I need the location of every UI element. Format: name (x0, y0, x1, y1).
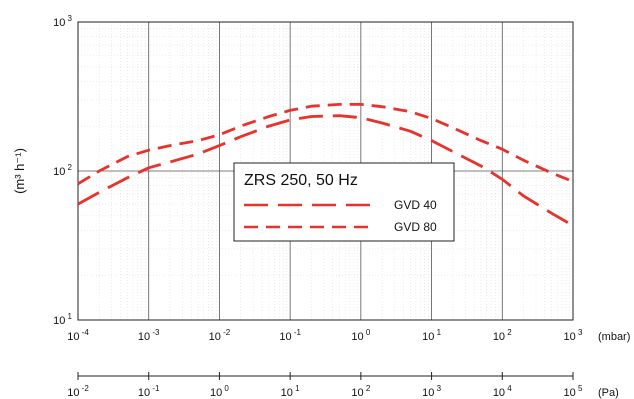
series-line-gvd-40 (77, 114, 574, 227)
secondary-x-tick-label: 10 0 (210, 384, 229, 399)
legend-label: GVD 80 (394, 220, 437, 234)
chart-title: ZRS 250, 50 Hz (244, 172, 358, 189)
secondary-x-tick-label: 10 5 (564, 384, 583, 399)
y-tick-label: 10 3 (53, 14, 72, 29)
x-tick-label: 10 2 (493, 328, 512, 343)
x-tick-label: 10 3 (564, 328, 583, 343)
secondary-x-tick-label: 10 3 (422, 384, 441, 399)
y-axis-label: (m³ h⁻¹) (12, 148, 27, 194)
secondary-x-tick-label: 10 -2 (67, 384, 89, 399)
series-line-gvd-80 (77, 103, 574, 185)
y-tick-label: 10 1 (53, 312, 72, 327)
y-tick-label: 10 2 (53, 163, 72, 178)
axes: 10 310 210 110 -4 10 -3 10 -2 10 -1 10 0 10 1… (12, 14, 630, 399)
x-tick-label: 10 -4 (67, 328, 89, 343)
x-axis-unit: (mbar) (598, 331, 630, 343)
secondary-x-tick-label: 10 4 (493, 384, 512, 399)
legend-label: GVD 40 (394, 198, 437, 212)
secondary-x-tick-label: 10 1 (281, 384, 300, 399)
legend: ZRS 250, 50 Hz GVD 40 GVD 80 (233, 162, 455, 242)
secondary-x-tick-label: 10 -1 (138, 384, 160, 399)
secondary-x-tick-label: 10 2 (351, 384, 370, 399)
x-tick-label: 10 -1 (279, 328, 301, 343)
secondary-x-axis-unit: (Pa) (598, 387, 619, 399)
series-lines (77, 103, 574, 227)
plot-frame (77, 21, 574, 321)
x-tick-label: 10 0 (351, 328, 370, 343)
x-tick-label: 10 1 (422, 328, 441, 343)
x-tick-label: 10 -2 (209, 328, 231, 343)
x-tick-label: 10 -3 (138, 328, 160, 343)
